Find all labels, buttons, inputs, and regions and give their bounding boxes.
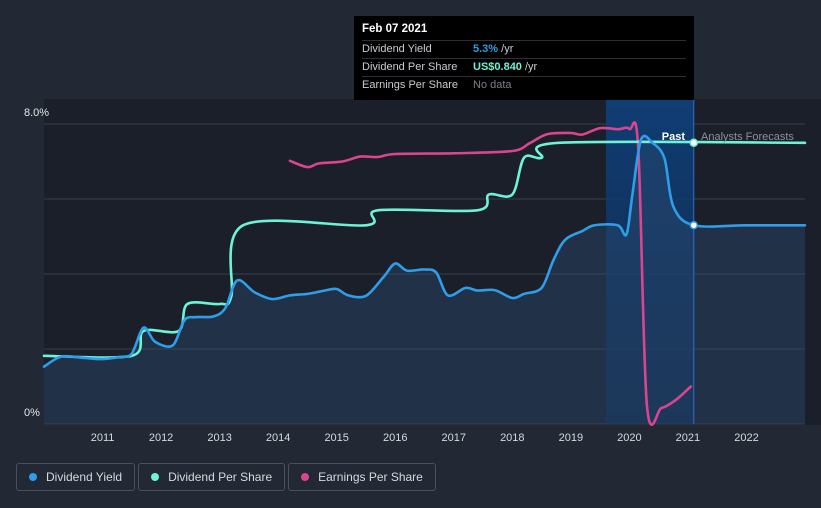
tooltip-label: Dividend Per Share xyxy=(362,61,458,73)
past-label: Past xyxy=(662,131,686,143)
legend-label: Earnings Per Share xyxy=(318,470,423,484)
x-tick-label: 2012 xyxy=(149,432,173,444)
tooltip-value: No data xyxy=(473,79,512,91)
dividend-per-share-line xyxy=(42,140,807,359)
legend-dot-icon xyxy=(151,473,160,481)
forecast-label: Analysts Forecasts xyxy=(701,131,794,143)
x-tick-label: 2016 xyxy=(383,432,407,444)
dividend-per-share-end-marker xyxy=(689,138,699,147)
tooltip-row-earnings-per-share: Earnings Per Share No data xyxy=(362,77,686,94)
past-period-highlight xyxy=(605,99,694,424)
legend-item-dividend-per-share[interactable]: Dividend Per Share xyxy=(138,463,286,491)
x-tick-label: 2022 xyxy=(734,432,758,444)
legend-item-dividend-yield[interactable]: Dividend Yield xyxy=(16,463,136,491)
x-tick-label: 2018 xyxy=(500,432,524,444)
dividend-chart: 8.0% 0% Past Analysts Forecasts 2011 2012… xyxy=(24,99,821,444)
x-tick-label: 2014 xyxy=(266,432,290,444)
tooltip-value: US$0.840 xyxy=(473,61,522,73)
x-tick-label: 2015 xyxy=(324,432,348,444)
legend-label: Dividend Yield xyxy=(46,470,123,484)
chart-legend: Dividend Yield Dividend Per Share Earnin… xyxy=(16,463,436,491)
x-tick-label: 2021 xyxy=(676,432,700,444)
legend-dot-icon xyxy=(301,473,310,481)
x-tick-label: 2013 xyxy=(207,432,231,444)
y-axis-top-label: 8.0% xyxy=(24,107,49,119)
x-tick-label: 2011 xyxy=(91,432,115,444)
tooltip-row-dividend-yield: Dividend Yield 5.3% /yr xyxy=(362,41,686,59)
x-tick-label: 2019 xyxy=(559,432,583,444)
hover-tooltip: Feb 07 2021 Dividend Yield 5.3% /yr Divi… xyxy=(354,16,694,100)
x-tick-label: 2017 xyxy=(442,432,466,444)
x-tick-label: 2020 xyxy=(617,432,641,444)
tooltip-unit: /yr xyxy=(498,43,514,55)
dividend-yield-line xyxy=(42,134,807,368)
earnings-per-share-line xyxy=(288,121,693,426)
legend-item-earnings-per-share[interactable]: Earnings Per Share xyxy=(288,463,436,491)
tooltip-row-dividend-per-share: Dividend Per Share US$0.840 /yr xyxy=(362,59,686,77)
legend-dot-icon xyxy=(29,473,37,481)
y-axis-bottom-label: 0% xyxy=(24,407,40,419)
legend-label: Dividend Per Share xyxy=(168,470,273,484)
dividend-yield-area xyxy=(44,135,805,424)
tooltip-unit: /yr xyxy=(521,61,538,73)
tooltip-value: 5.3% xyxy=(473,43,499,55)
tooltip-label: Dividend Yield xyxy=(362,43,432,55)
tooltip-date: Feb 07 2021 xyxy=(362,23,686,41)
dividend-yield-end-marker xyxy=(689,221,699,230)
tooltip-label: Earnings Per Share xyxy=(362,79,458,91)
